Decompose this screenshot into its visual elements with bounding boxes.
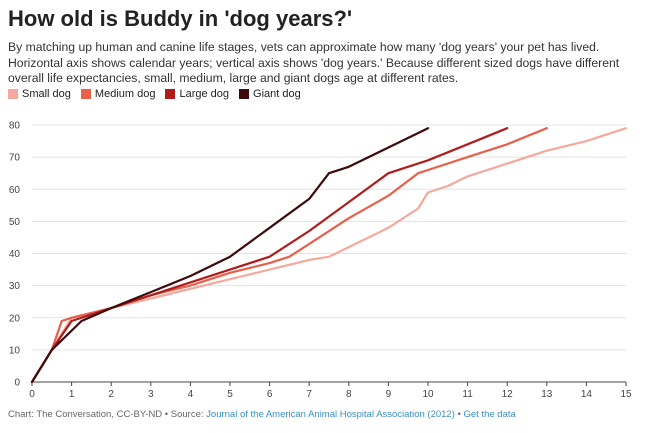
x-tick-label: 13 (541, 389, 553, 400)
y-tick-label: 40 (9, 249, 21, 260)
y-tick-label: 80 (9, 121, 21, 132)
y-tick-label: 60 (9, 185, 21, 196)
y-tick-label: 20 (9, 313, 21, 324)
x-tick-label: 10 (422, 389, 434, 400)
x-tick-label: 12 (502, 389, 514, 400)
chart-description: By matching up human and canine life sta… (8, 40, 620, 85)
legend-label: Giant dog (253, 88, 301, 100)
series-line-large-dog (30, 127, 509, 384)
footer-credit: Chart: The Conversation, CC-BY-ND • Sour… (8, 409, 207, 420)
legend-label: Large dog (179, 88, 230, 100)
legend-swatch (80, 89, 91, 99)
footer-separator: • (454, 409, 464, 420)
x-tick-label: 14 (581, 389, 593, 400)
y-tick-label: 0 (14, 378, 20, 389)
legend-item-giant-dog: Giant dog (239, 88, 301, 100)
x-tick-label: 5 (227, 389, 233, 400)
series-line-medium-dog (30, 127, 548, 384)
source-link[interactable]: Journal of the American Animal Hospital … (206, 409, 455, 420)
chart-title: How old is Buddy in 'dog years?' (8, 6, 353, 31)
y-tick-label: 50 (9, 217, 21, 228)
x-tick-label: 0 (29, 389, 35, 400)
legend-item-large-dog: Large dog (165, 88, 229, 100)
chart-footer: Chart: The Conversation, CC-BY-ND • Sour… (8, 409, 516, 420)
y-tick-label: 10 (9, 345, 21, 356)
legend-item-small-dog: Small dog (8, 88, 71, 100)
legend-item-medium-dog: Medium dog (80, 88, 156, 100)
legend-swatch (239, 89, 250, 99)
x-tick-label: 4 (188, 389, 194, 400)
x-tick-label: 2 (108, 389, 114, 400)
legend-label: Medium dog (94, 88, 156, 100)
legend-swatch (165, 89, 176, 99)
legend-swatch (8, 89, 18, 99)
x-tick-label: 8 (346, 389, 352, 400)
x-tick-label: 6 (267, 389, 273, 400)
x-tick-label: 15 (620, 389, 632, 400)
x-tick-label: 11 (462, 389, 473, 400)
series-line-giant-dog (30, 127, 430, 384)
series-line-small-dog (30, 127, 628, 384)
y-tick-label: 30 (9, 281, 21, 292)
x-tick-label: 9 (386, 389, 392, 400)
x-tick-label: 3 (148, 389, 154, 400)
y-tick-label: 70 (9, 153, 21, 164)
chart-legend: Small dog Medium dog Large dog Giant dog (8, 88, 301, 100)
get-data-link[interactable]: Get the data (463, 409, 516, 420)
x-tick-label: 7 (306, 389, 312, 400)
legend-label: Small dog (22, 88, 71, 100)
x-tick-label: 1 (69, 389, 75, 400)
